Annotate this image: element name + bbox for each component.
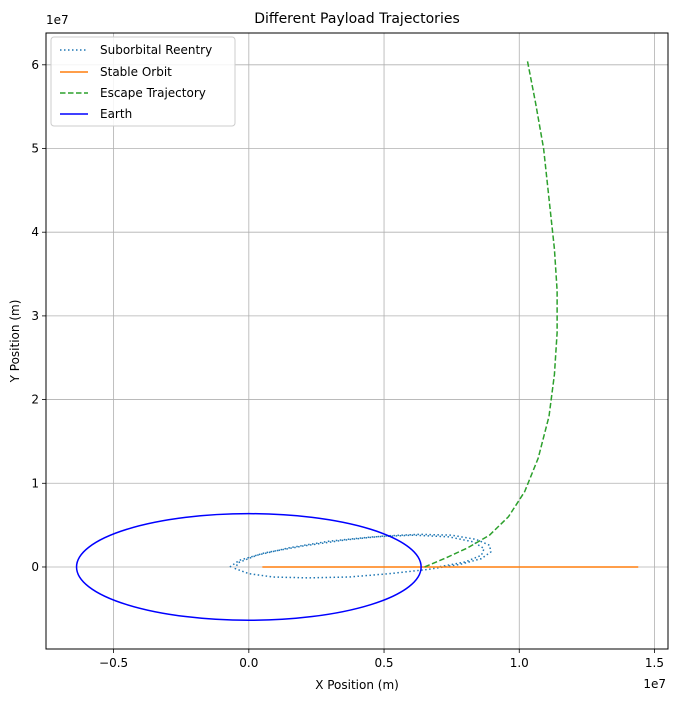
legend-label-earth: Earth — [100, 107, 132, 121]
series-earth — [75, 512, 422, 622]
x-tick-label: −0.5 — [99, 656, 128, 670]
y-tick-label: 4 — [31, 225, 39, 239]
x-tick-label: 0.0 — [239, 656, 258, 670]
legend-box — [50, 36, 236, 127]
legend: Suborbital Reentry Stable Orbit Escape T… — [50, 36, 236, 127]
y-tick-label: 2 — [31, 393, 39, 407]
x-axis-label: X Position (m) — [315, 678, 399, 692]
plot-frame — [45, 32, 669, 650]
y-tick-label: 3 — [31, 309, 39, 323]
x-tick-label: 0.5 — [374, 656, 393, 670]
grid — [46, 33, 668, 649]
y-offset-label: 1e7 — [46, 13, 69, 27]
x-offset-label: 1e7 — [643, 677, 666, 691]
y-tick-label: 0 — [31, 560, 39, 574]
chart-title: Different Payload Trajectories — [254, 11, 460, 27]
y-tick-label: 1 — [31, 476, 39, 490]
legend-label-escape-trajectory: Escape Trajectory — [100, 86, 206, 100]
x-tick-label: 1.0 — [510, 656, 529, 670]
y-axis-label: Y Position (m) — [8, 300, 22, 384]
legend-label-stable-orbit: Stable Orbit — [100, 65, 172, 79]
ticks: −0.5 0.0 0.5 1.0 1.5 0 1 2 3 4 5 6 — [31, 58, 664, 670]
y-tick-label: 5 — [31, 142, 39, 156]
y-tick-label: 6 — [31, 58, 39, 72]
legend-label-suborbital-reentry: Suborbital Reentry — [100, 43, 212, 57]
series-layer — [75, 60, 639, 622]
x-tick-label: 1.5 — [645, 656, 664, 670]
series-escape-trajectory — [424, 60, 558, 568]
